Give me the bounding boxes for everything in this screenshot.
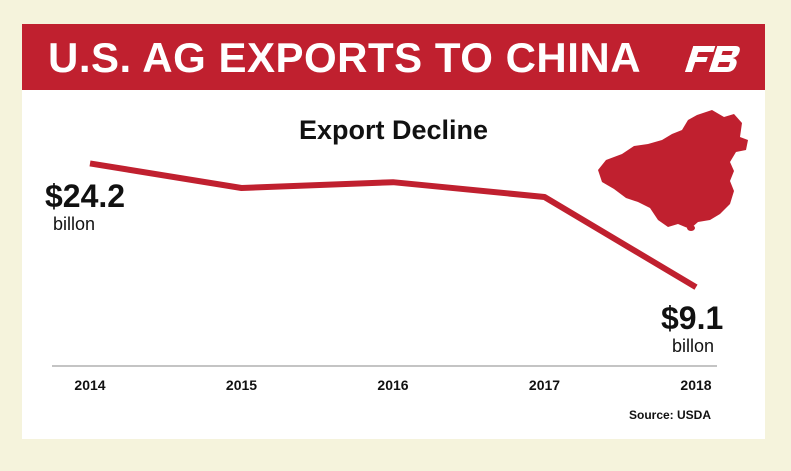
infographic-card: U.S. AG EXPORTS TO CHINA FB Export Decli… bbox=[22, 24, 765, 439]
line-chart: 2014 2015 2016 2017 2018 bbox=[52, 110, 748, 393]
start-value-label: $24.2 bbox=[45, 178, 126, 214]
hainan-island-icon bbox=[687, 225, 695, 231]
banner-title: U.S. AG EXPORTS TO CHINA bbox=[48, 34, 642, 81]
x-tick-label-2017: 2017 bbox=[529, 377, 560, 393]
x-tick-label-2016: 2016 bbox=[377, 377, 408, 393]
farm-bureau-logo-icon: FB bbox=[684, 46, 740, 72]
china-map-icon bbox=[598, 110, 748, 229]
series-line-0 bbox=[89, 160, 698, 290]
end-value-label: $9.1 bbox=[661, 300, 724, 336]
end-unit-label: billon bbox=[672, 336, 715, 356]
x-tick-label-2014: 2014 bbox=[74, 377, 105, 393]
chart-title: Export Decline bbox=[298, 115, 489, 145]
header-banner: U.S. AG EXPORTS TO CHINA FB bbox=[22, 24, 765, 90]
start-unit-label: billon bbox=[53, 214, 96, 234]
source-note: Source: USDA bbox=[629, 408, 712, 422]
x-tick-label-2018: 2018 bbox=[680, 377, 711, 393]
x-tick-label-2015: 2015 bbox=[226, 377, 257, 393]
